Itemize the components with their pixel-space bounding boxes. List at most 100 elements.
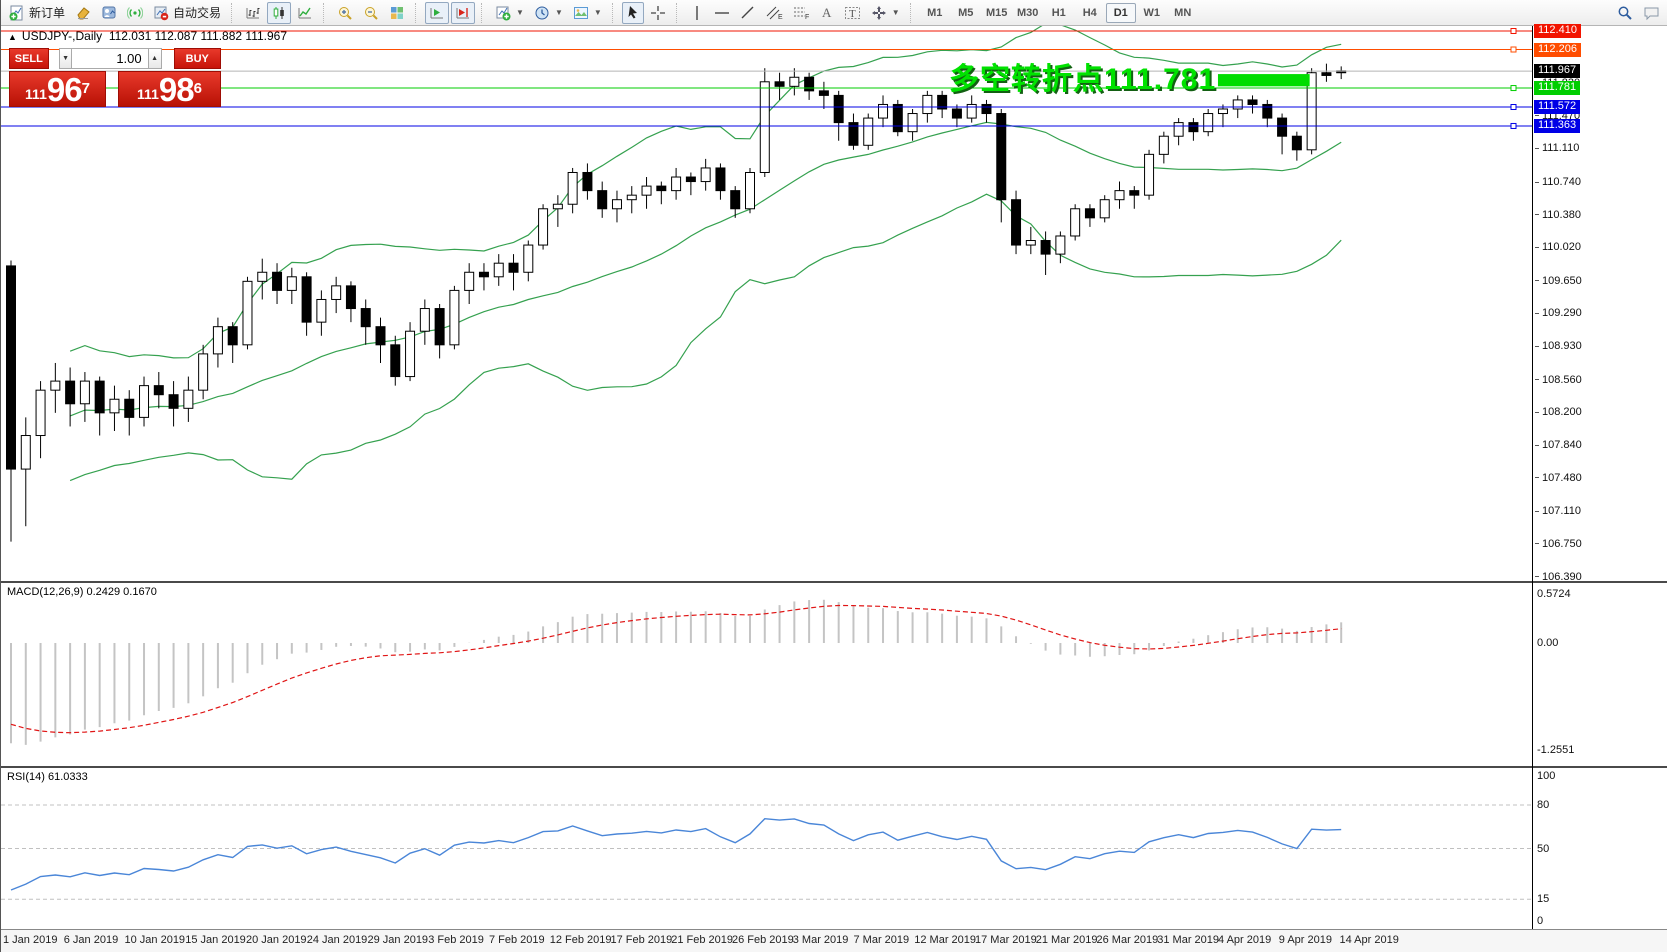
new-order-label: 新订单 xyxy=(29,6,66,20)
fibonacci-button[interactable]: F xyxy=(789,2,814,24)
timeframe-button-MN[interactable]: MN xyxy=(1174,6,1192,19)
indicator-axis-tick: 0.00 xyxy=(1537,637,1559,649)
svg-text:T: T xyxy=(849,8,856,20)
price-tick: 107.480 xyxy=(1535,472,1582,484)
timeframe-button-M5[interactable]: M5 xyxy=(958,6,974,19)
equidistant-channel-button[interactable]: E xyxy=(762,2,787,24)
search-icon xyxy=(1618,6,1632,20)
volume-decrease-button[interactable]: ▼ xyxy=(58,48,73,69)
macd-pane-canvas[interactable] xyxy=(1,583,1532,766)
horizontal-line-icon xyxy=(714,11,729,14)
bollinger-bands xyxy=(69,26,1342,482)
date-label: 21 Feb 2019 xyxy=(671,934,734,946)
ask-price-display[interactable]: 111 98 6 xyxy=(118,71,221,107)
svg-text:F: F xyxy=(805,14,809,21)
volume-input[interactable] xyxy=(72,49,148,68)
timeframe-button-M1[interactable]: M1 xyxy=(927,6,943,19)
rsi-label: RSI(14) 61.0333 xyxy=(7,771,88,783)
price-tick: 106.390 xyxy=(1535,571,1582,583)
search-button[interactable] xyxy=(1613,2,1637,24)
chart-shift-icon xyxy=(456,7,470,18)
pane-separator[interactable] xyxy=(1,766,1667,768)
symbol-period-label: USDJPY-,Daily xyxy=(21,29,103,43)
periods-button[interactable]: ▼ xyxy=(530,2,567,24)
sell-button[interactable]: SELL xyxy=(9,48,49,69)
date-label: 7 Mar 2019 xyxy=(853,934,910,946)
buy-button[interactable]: BUY xyxy=(173,48,222,69)
toolbar-separator xyxy=(481,2,486,23)
rsi-pane-canvas[interactable] xyxy=(1,768,1532,929)
chart-shift-button[interactable] xyxy=(451,1,476,24)
price-chart-canvas[interactable] xyxy=(1,26,1532,581)
vertical-line-button[interactable] xyxy=(686,2,708,24)
crosshair-icon xyxy=(650,5,665,20)
eraser-button[interactable] xyxy=(71,2,95,24)
volume-increase-button[interactable]: ▲ xyxy=(147,48,162,69)
new-order-button[interactable]: 新订单 xyxy=(5,2,69,24)
price-tick: 110.740 xyxy=(1535,176,1581,188)
date-label: 24 Jan 2019 xyxy=(306,934,368,946)
tile-windows-icon xyxy=(391,6,404,19)
periods-icon xyxy=(535,6,549,19)
horizontal-line-button[interactable] xyxy=(710,2,734,24)
chevron-down-icon: ▼ xyxy=(593,8,602,17)
trendline-button[interactable] xyxy=(736,2,760,24)
chart-title: ▲ USDJPY-,Daily 112.031 112.087 111.882 1… xyxy=(8,29,287,43)
zoom-in-button[interactable] xyxy=(333,2,357,24)
timeframe-button-M30[interactable]: M30 xyxy=(1017,6,1039,19)
chat-button[interactable] xyxy=(1639,2,1664,24)
auto-scroll-button[interactable] xyxy=(425,1,450,24)
indicator-axis-tick: -1.2551 xyxy=(1537,743,1575,756)
crosshair-button[interactable] xyxy=(646,2,670,24)
date-label: 26 Mar 2019 xyxy=(1096,934,1159,946)
indicator-axis-tick: 15 xyxy=(1537,893,1550,906)
candlesticks xyxy=(6,63,1347,542)
timeframe-button-W1[interactable]: W1 xyxy=(1143,6,1160,19)
price-level-badge: 111.781 xyxy=(1534,81,1581,96)
price-level-badge: 112.410 xyxy=(1534,24,1581,38)
bid-pip-digit: 7 xyxy=(81,80,90,97)
indicator-axis-tick: 0 xyxy=(1537,915,1544,927)
collapse-panel-arrow[interactable]: ▲ xyxy=(8,32,17,42)
line-chart-button[interactable] xyxy=(293,2,317,24)
cursor-button[interactable] xyxy=(621,1,644,24)
arrows-button[interactable]: ▼ xyxy=(867,2,904,24)
timeframe-button-M15[interactable]: M15 xyxy=(986,6,1008,19)
autotrading-button[interactable]: 自动交易 xyxy=(149,2,225,24)
indicators-button[interactable]: ▼ xyxy=(491,2,528,24)
indicators-icon xyxy=(496,6,511,20)
auto-scroll-icon xyxy=(430,7,444,18)
date-label: 4 Apr 2019 xyxy=(1218,934,1272,946)
date-label: 7 Feb 2019 xyxy=(489,934,545,946)
terminal-button[interactable] xyxy=(97,2,121,24)
tile-windows-button[interactable] xyxy=(385,2,409,24)
date-label: 20 Jan 2019 xyxy=(246,934,307,946)
date-label: 29 Jan 2019 xyxy=(367,934,429,946)
date-axis[interactable]: 1 Jan 2019 6 Jan 2019 10 Jan 2019 15 Jan 20… xyxy=(1,929,1667,952)
one-click-trade-panel: SELL ▼ ▲ BUY 111 96 7 111 98 6 xyxy=(9,48,222,107)
zoom-out-button[interactable] xyxy=(359,2,383,24)
date-label: 21 Mar 2019 xyxy=(1035,934,1098,946)
signals-button[interactable] xyxy=(123,2,147,24)
date-label: 1 Jan 2019 xyxy=(3,934,58,946)
timeframe-button-H4[interactable]: H4 xyxy=(1082,6,1097,19)
candlestick-chart-button[interactable] xyxy=(267,1,292,24)
text-label-button[interactable]: T xyxy=(840,2,865,24)
bid-price-display[interactable]: 111 96 7 xyxy=(9,71,106,107)
timeframe-button-D1[interactable]: D1 xyxy=(1105,2,1136,23)
templates-icon xyxy=(573,6,588,19)
date-label: 12 Mar 2019 xyxy=(914,934,977,946)
fibonacci-icon: F xyxy=(793,7,809,21)
date-label: 3 Mar 2019 xyxy=(792,934,849,946)
timeframe-button-H1[interactable]: H1 xyxy=(1051,6,1066,19)
price-tick: 111.110 xyxy=(1535,142,1579,154)
new-order-icon xyxy=(9,5,23,20)
bar-chart-button[interactable] xyxy=(241,2,265,24)
templates-button[interactable]: ▼ xyxy=(569,2,606,24)
vertical-line-icon xyxy=(696,5,698,20)
bid-main-digits: 96 xyxy=(46,71,83,108)
text-button[interactable]: A xyxy=(816,2,838,24)
date-label: 9 Apr 2019 xyxy=(1278,934,1332,946)
chevron-down-icon: ▼ xyxy=(516,8,524,17)
pane-separator[interactable] xyxy=(1,581,1667,583)
